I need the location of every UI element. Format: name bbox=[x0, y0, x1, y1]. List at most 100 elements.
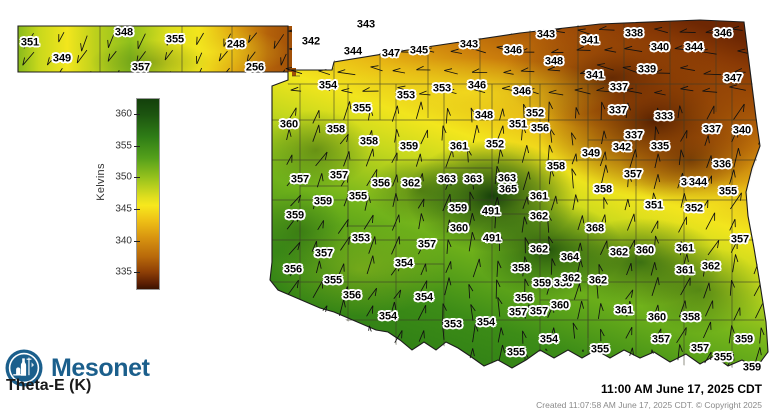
wind-barb bbox=[522, 196, 529, 209]
wind-barb bbox=[730, 192, 742, 210]
mesonet-wordmark: Mesonet bbox=[51, 353, 150, 382]
wind-barb bbox=[107, 50, 117, 62]
wind-barb bbox=[677, 344, 683, 361]
colorbar-tick-mark bbox=[134, 272, 140, 274]
wind-barb bbox=[311, 240, 318, 252]
wind-barb bbox=[626, 132, 635, 143]
wind-barb bbox=[342, 286, 349, 300]
wind-barb bbox=[467, 85, 486, 94]
wind-barb bbox=[678, 300, 687, 318]
wind-barb bbox=[754, 197, 761, 209]
wind-barb bbox=[417, 280, 428, 298]
wind-barb bbox=[390, 263, 401, 276]
wind-barb bbox=[423, 47, 435, 53]
wind-barb bbox=[653, 174, 661, 190]
wind-barb bbox=[654, 90, 666, 96]
wind-barb bbox=[289, 107, 297, 120]
wind-barb bbox=[286, 176, 296, 187]
wind-barb bbox=[629, 149, 638, 168]
wind-barb bbox=[392, 174, 399, 187]
wind-barb bbox=[312, 124, 321, 142]
wind-barb bbox=[362, 87, 379, 92]
wind-barb bbox=[416, 65, 431, 71]
wind-barb bbox=[314, 47, 330, 52]
wind-barb bbox=[654, 107, 661, 121]
wind-barb bbox=[391, 214, 400, 231]
wind-barb bbox=[523, 103, 528, 122]
wind-barb bbox=[650, 262, 657, 276]
wind-barb bbox=[757, 237, 765, 251]
wind-barb bbox=[550, 258, 556, 275]
wind-barb bbox=[551, 48, 564, 54]
wind-barb bbox=[445, 177, 452, 190]
wind-barb bbox=[625, 87, 642, 94]
wind-barb bbox=[393, 289, 402, 300]
wind-barb bbox=[678, 216, 687, 233]
wind-barb bbox=[600, 101, 606, 121]
wind-barb bbox=[624, 45, 643, 53]
wind-barb bbox=[576, 259, 583, 277]
wind-barb bbox=[472, 258, 481, 278]
wind-barb bbox=[418, 213, 425, 230]
wind-barb bbox=[522, 330, 527, 344]
wind-barb bbox=[573, 283, 582, 300]
wind-barb bbox=[523, 23, 540, 31]
wind-barb bbox=[574, 87, 591, 95]
colorbar-tick-label: 350 bbox=[115, 171, 132, 183]
wind-barb bbox=[652, 304, 660, 320]
wind-barb bbox=[286, 154, 293, 165]
wind-barb bbox=[679, 28, 696, 34]
wind-barb bbox=[397, 85, 409, 92]
wind-barb bbox=[499, 27, 512, 34]
wind-barb bbox=[366, 47, 384, 53]
footer: Mesonet Theta-E (K) 11:00 AM June 17, 20… bbox=[0, 349, 770, 420]
wind-barb bbox=[340, 46, 355, 52]
wind-barb bbox=[575, 107, 580, 119]
wind-barb bbox=[286, 279, 299, 297]
wind-barb bbox=[501, 85, 513, 91]
wind-barb bbox=[626, 262, 633, 276]
wind-barb bbox=[496, 45, 514, 53]
wind-barb bbox=[364, 194, 371, 211]
wind-barb bbox=[496, 125, 505, 142]
wind-barb bbox=[604, 47, 617, 53]
wind-barb bbox=[471, 68, 488, 73]
wind-barb bbox=[290, 194, 302, 207]
wind-barb bbox=[703, 321, 712, 339]
colorbar: Kelvins 360 355 350 345 340 335 bbox=[95, 98, 168, 294]
wind-barb bbox=[526, 88, 539, 95]
wind-barb bbox=[651, 277, 660, 297]
wind-barb bbox=[494, 165, 501, 185]
wind-barb bbox=[699, 48, 717, 55]
wind-barb bbox=[705, 300, 714, 317]
wind-barb bbox=[702, 87, 718, 93]
wind-barb bbox=[499, 108, 505, 121]
mesonet-brand[interactable]: Mesonet bbox=[4, 348, 150, 388]
wind-barb bbox=[498, 344, 506, 362]
wind-barb bbox=[622, 65, 640, 74]
wind-barb bbox=[369, 347, 378, 365]
wind-barb bbox=[417, 304, 427, 320]
colorbar-tick-label: 355 bbox=[115, 140, 132, 151]
wind-barb bbox=[445, 108, 451, 124]
wind-barb bbox=[730, 240, 738, 253]
wind-barb bbox=[365, 148, 375, 167]
wind-barb bbox=[599, 214, 607, 229]
wind-barb bbox=[392, 353, 399, 364]
wind-barb bbox=[394, 129, 400, 143]
wind-barb bbox=[596, 278, 602, 299]
wind-barb bbox=[729, 169, 736, 185]
map-area[interactable]: 351 349 348 355 357 248 256 342 343 344 347 345 343 3… bbox=[0, 0, 770, 380]
wind-barb bbox=[553, 28, 565, 34]
wind-barb bbox=[366, 169, 378, 187]
wind-barb bbox=[705, 212, 716, 230]
wind-barb bbox=[471, 46, 486, 54]
wind-barb bbox=[729, 218, 736, 231]
wind-barb bbox=[521, 125, 527, 141]
wind-barb bbox=[343, 151, 351, 167]
oklahoma-thetae-contour-map[interactable] bbox=[0, 0, 770, 380]
wind-barb bbox=[521, 216, 528, 233]
wind-barb bbox=[674, 45, 691, 51]
wind-barb bbox=[729, 279, 735, 296]
wind-barb bbox=[572, 322, 578, 339]
